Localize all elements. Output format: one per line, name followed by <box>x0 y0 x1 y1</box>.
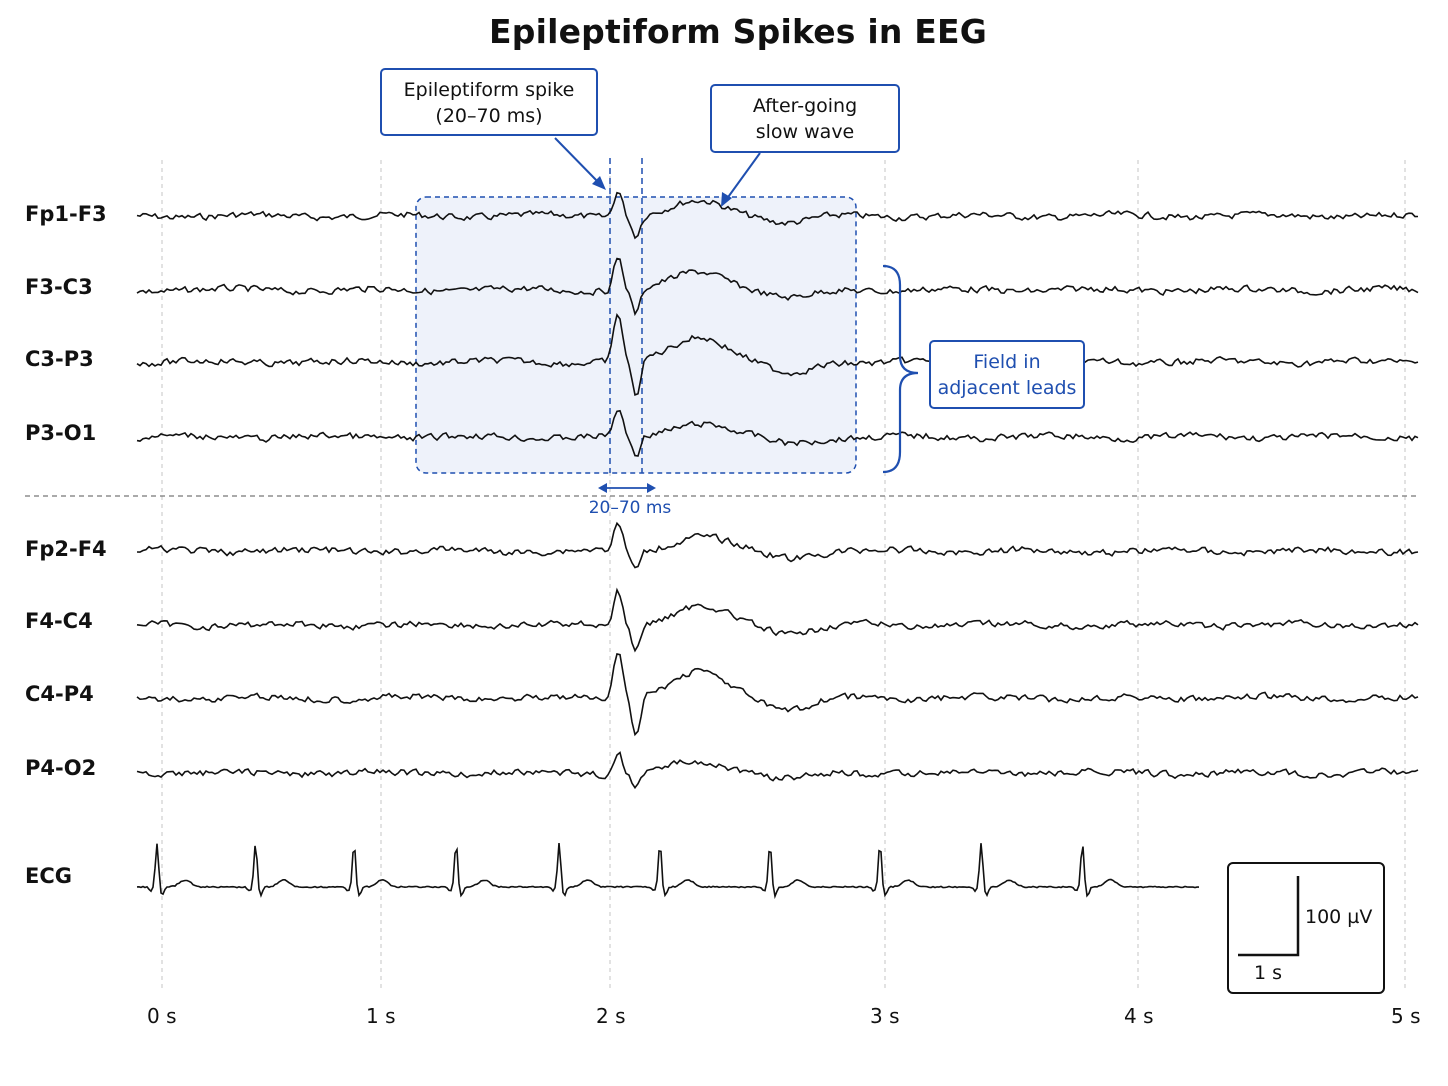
slow-wave-callout-arrow <box>721 152 761 207</box>
field-callout-line2: adjacent leads <box>937 377 1077 399</box>
lead-label-f3-c3: F3-C3 <box>25 275 93 299</box>
slow-wave-callout-line2: slow wave <box>755 121 855 143</box>
trace-ecg <box>136 843 1199 900</box>
time-tick-4: 4 s <box>1124 1004 1154 1028</box>
field-bracket <box>882 264 919 474</box>
lead-label-f4-c4: F4-C4 <box>25 609 93 633</box>
spike-callout: Epileptiform spike (20–70 ms) <box>380 68 598 136</box>
trace-fp2-f4 <box>136 521 1419 569</box>
lead-label-c4-p4: C4-P4 <box>25 682 94 706</box>
lead-label-p4-o2: P4-O2 <box>25 756 97 780</box>
time-tick-2: 2 s <box>596 1004 626 1028</box>
time-tick-1: 1 s <box>366 1004 396 1028</box>
spike-callout-line2: (20–70 ms) <box>435 105 543 127</box>
lead-label-ecg: ECG <box>25 864 72 888</box>
scale-time-label: 1 s <box>1254 962 1283 984</box>
spike-callout-arrow <box>554 137 606 190</box>
lead-label-fp1-f3: Fp1-F3 <box>25 202 107 226</box>
trace-c3-p3 <box>136 313 1419 396</box>
trace-c4-p4 <box>136 653 1419 737</box>
calibration-bar <box>1238 876 1300 957</box>
trace-p4-o2 <box>136 751 1419 790</box>
trace-fp1-f3 <box>136 191 1419 240</box>
scale-box <box>1227 862 1385 994</box>
slow-wave-callout: After-going slow wave <box>710 84 900 153</box>
chart-title: Epileptiform Spikes in EEG <box>489 12 987 51</box>
scale-amplitude-label: 100 µV <box>1305 906 1373 928</box>
field-callout: Field in adjacent leads <box>929 340 1085 409</box>
trace-f4-c4 <box>136 587 1419 653</box>
time-tick-3: 3 s <box>870 1004 900 1028</box>
lead-label-p3-o1: P3-O1 <box>25 421 97 445</box>
slow-wave-callout-line1: After-going <box>752 95 858 117</box>
eeg-traces <box>136 191 1419 900</box>
trace-f3-c3 <box>136 257 1419 317</box>
duration-arrow <box>598 483 656 493</box>
spike-highlight-region <box>415 196 857 474</box>
time-tick-0: 0 s <box>147 1004 177 1028</box>
time-gridlines <box>161 160 1406 990</box>
trace-p3-o1 <box>136 409 1419 457</box>
time-tick-5: 5 s <box>1391 1004 1421 1028</box>
spike-callout-line1: Epileptiform spike <box>403 79 575 101</box>
field-callout-line1: Field in <box>973 351 1041 373</box>
lead-label-c3-p3: C3-P3 <box>25 347 94 371</box>
duration-label: 20–70 ms <box>588 498 672 518</box>
lead-label-fp2-f4: Fp2-F4 <box>25 537 107 561</box>
